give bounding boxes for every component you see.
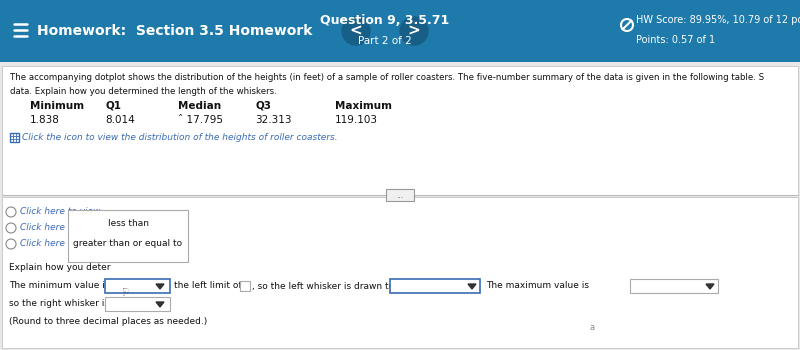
Polygon shape xyxy=(468,284,476,289)
Text: The maximum value is: The maximum value is xyxy=(486,281,589,290)
Text: Click here to view: Click here to view xyxy=(20,239,100,248)
Circle shape xyxy=(6,223,16,233)
Text: Minimum: Minimum xyxy=(30,101,84,111)
Text: <: < xyxy=(350,23,362,38)
Circle shape xyxy=(6,207,16,217)
Text: (Round to three decimal places as needed.): (Round to three decimal places as needed… xyxy=(9,317,207,327)
Text: Part 2 of 2: Part 2 of 2 xyxy=(358,36,412,46)
Text: HW Score: 89.95%, 10.79 of 12 point: HW Score: 89.95%, 10.79 of 12 point xyxy=(636,15,800,25)
Text: the left limit of: the left limit of xyxy=(174,281,242,290)
Text: >: > xyxy=(408,23,420,38)
Polygon shape xyxy=(156,284,164,289)
Bar xyxy=(386,189,414,201)
Text: Explain how you deter: Explain how you deter xyxy=(9,262,110,272)
Bar xyxy=(105,297,170,311)
Text: 119.103: 119.103 xyxy=(335,115,378,125)
Text: Question 9, 3.5.71: Question 9, 3.5.71 xyxy=(320,14,450,27)
Text: , so the left whisker is drawn to: , so the left whisker is drawn to xyxy=(252,281,394,290)
Circle shape xyxy=(400,17,428,45)
Text: The minimum value is: The minimum value is xyxy=(9,281,110,290)
Text: 1.838: 1.838 xyxy=(30,115,60,125)
Bar xyxy=(240,281,250,291)
Text: Homework:  Section 3.5 Homework: Homework: Section 3.5 Homework xyxy=(37,24,312,38)
Text: ☝: ☝ xyxy=(122,284,128,294)
Text: 8.014: 8.014 xyxy=(105,115,134,125)
Bar xyxy=(2,66,798,195)
Text: Points: 0.57 of 1: Points: 0.57 of 1 xyxy=(636,35,715,45)
Circle shape xyxy=(342,17,370,45)
Text: greater than or equal to: greater than or equal to xyxy=(74,239,182,248)
Text: Q1: Q1 xyxy=(105,101,121,111)
Text: a: a xyxy=(590,323,595,332)
Text: ˆ 17.795: ˆ 17.795 xyxy=(178,115,223,125)
Bar xyxy=(390,279,480,293)
Text: Median: Median xyxy=(178,101,221,111)
Text: ...: ... xyxy=(397,190,403,199)
Polygon shape xyxy=(706,284,714,289)
Bar xyxy=(2,197,798,348)
Bar xyxy=(10,133,19,142)
Bar xyxy=(630,279,718,293)
Bar xyxy=(105,279,170,293)
Text: data. Explain how you determined the length of the whiskers.: data. Explain how you determined the len… xyxy=(10,86,277,96)
Text: Click here to view: Click here to view xyxy=(20,224,100,232)
Text: Maximum: Maximum xyxy=(335,101,392,111)
Text: so the right whisker is drawn to: so the right whisker is drawn to xyxy=(9,300,152,308)
Text: Click here to view: Click here to view xyxy=(20,208,100,217)
Bar xyxy=(0,62,800,350)
Polygon shape xyxy=(156,302,164,307)
Bar xyxy=(0,0,800,62)
Circle shape xyxy=(6,239,16,249)
Text: less than: less than xyxy=(107,219,149,229)
Bar xyxy=(68,210,188,262)
Text: Click the icon to view the distribution of the heights of roller coasters.: Click the icon to view the distribution … xyxy=(22,133,338,141)
Text: 32.313: 32.313 xyxy=(255,115,291,125)
Text: Q3: Q3 xyxy=(255,101,271,111)
Text: The accompanying dotplot shows the distribution of the heights (in feet) of a sa: The accompanying dotplot shows the distr… xyxy=(10,74,764,83)
